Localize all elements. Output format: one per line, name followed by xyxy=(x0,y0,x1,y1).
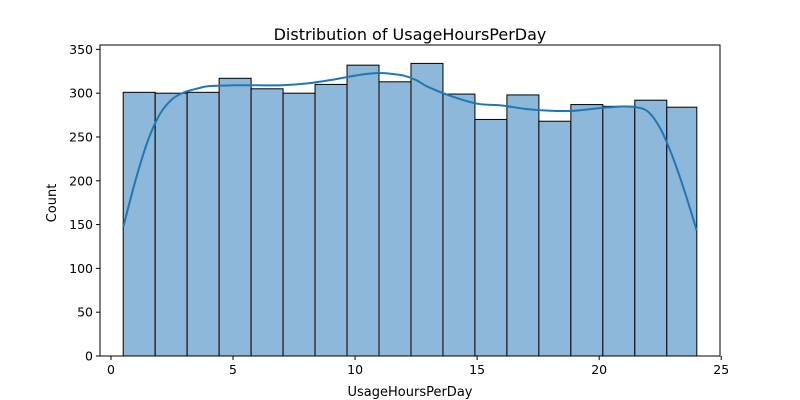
histogram-bar xyxy=(282,92,316,357)
x-tick-label: 0 xyxy=(107,362,115,377)
y-tick-label: 0 xyxy=(85,349,93,364)
histogram-bar xyxy=(250,88,284,357)
histogram-bar xyxy=(506,94,540,357)
y-tick-label: 150 xyxy=(69,217,93,232)
histogram-bar xyxy=(570,104,604,357)
y-axis-label: Count xyxy=(45,184,60,223)
histogram-bar xyxy=(410,62,444,357)
histogram-bar xyxy=(218,77,252,357)
plot-frame xyxy=(99,44,721,357)
histogram-bar xyxy=(442,93,476,357)
x-tick-label: 20 xyxy=(591,362,607,377)
y-tick-label: 100 xyxy=(69,261,93,276)
y-tick-label: 200 xyxy=(69,173,93,188)
histogram-bar xyxy=(186,91,220,357)
histogram-bar xyxy=(634,99,668,357)
histogram-bar xyxy=(346,64,380,357)
y-tick-label: 250 xyxy=(69,129,93,144)
histogram-bar xyxy=(314,83,348,357)
kde-curve xyxy=(122,72,698,232)
x-tick-label: 10 xyxy=(347,362,363,377)
y-tick-label: 350 xyxy=(69,42,93,57)
histogram-bar xyxy=(538,120,572,357)
x-tick-label: 15 xyxy=(469,362,485,377)
chart-title: Distribution of UsageHoursPerDay xyxy=(274,25,547,44)
x-axis-label: UsageHoursPerDay xyxy=(348,385,473,400)
y-tick-label: 300 xyxy=(69,86,93,101)
histogram-bar xyxy=(378,81,412,357)
bars-group xyxy=(122,62,698,357)
histogram-bar xyxy=(474,118,508,357)
y-tick-label: 50 xyxy=(77,305,93,320)
x-tick-label: 5 xyxy=(229,362,237,377)
histogram-bar xyxy=(602,105,636,357)
x-tick-label: 25 xyxy=(713,362,729,377)
histogram-bar xyxy=(154,92,188,357)
histogram-bar xyxy=(666,106,698,357)
